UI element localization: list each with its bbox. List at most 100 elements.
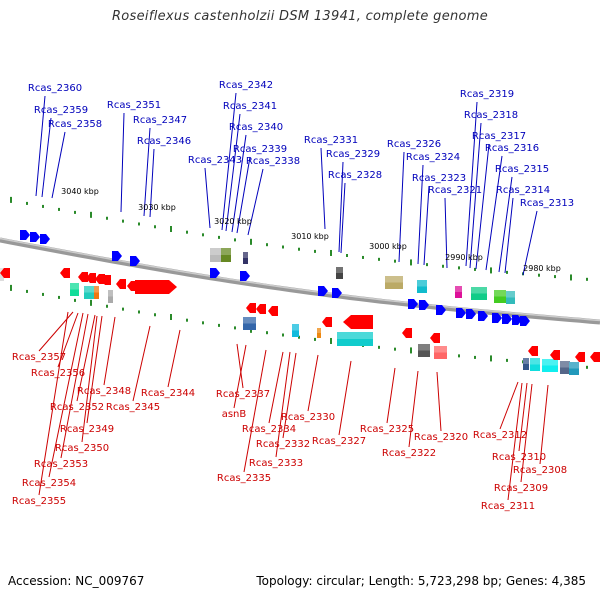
leader-line-bottom xyxy=(132,325,151,402)
tick-mark-top xyxy=(106,216,108,220)
tick-mark-bottom xyxy=(234,326,236,330)
tick-mark-bottom xyxy=(458,354,460,358)
gene-label-top: Rcas_2331 xyxy=(304,135,358,146)
leader-line-bottom xyxy=(48,312,84,478)
tick-mark-top xyxy=(266,243,268,247)
reverse-gene-arrow xyxy=(575,352,585,362)
tick-mark-bottom xyxy=(74,298,76,302)
gene-box-shine xyxy=(560,361,570,368)
gene-label-bottom: Rcas_2349 xyxy=(60,424,114,435)
gene-label-bottom: Rcas_2312 xyxy=(473,430,527,441)
gene-label-top: Rcas_2314 xyxy=(496,185,550,196)
gene-box xyxy=(417,280,427,293)
tick-mark-bottom xyxy=(490,355,492,362)
leader-line-top xyxy=(120,112,125,213)
reverse-gene-arrow xyxy=(127,281,137,291)
leader-line-top xyxy=(417,164,424,265)
tick-marks xyxy=(10,196,588,369)
tick-mark-top xyxy=(170,226,172,233)
tick-mark-bottom xyxy=(26,289,28,293)
leader-line-bottom xyxy=(436,371,442,432)
reverse-gene-arrow xyxy=(246,303,256,313)
gene-label-bottom: Rcas_2355 xyxy=(12,496,66,507)
leader-line-top xyxy=(149,148,155,218)
reverse-gene-arrow xyxy=(590,352,600,362)
tick-mark-top xyxy=(202,233,204,237)
gene-label-top: Rcas_2346 xyxy=(137,136,191,147)
gene-label-top: Rcas_2318 xyxy=(464,110,518,121)
forward-gene-arrow xyxy=(332,288,342,298)
gene-label-top: Rcas_2324 xyxy=(406,152,460,163)
forward-gene-arrow xyxy=(130,256,140,266)
gene-box xyxy=(385,276,403,289)
gene-label-bottom: Rcas_2348 xyxy=(77,386,131,397)
gene-label-bottom: Rcas_2353 xyxy=(34,459,88,470)
leader-line-bottom xyxy=(86,315,103,424)
forward-gene-arrow xyxy=(408,299,418,309)
gene-box-shine xyxy=(210,248,222,255)
tick-mark-top xyxy=(442,264,444,268)
scale-label: 3000 kbp xyxy=(369,242,407,251)
gene-box xyxy=(418,344,430,357)
gene-box xyxy=(94,286,99,299)
gene-box xyxy=(221,248,231,262)
gene-label-top: Rcas_2340 xyxy=(229,122,283,133)
gene-box-shine xyxy=(94,286,99,293)
tick-mark-bottom xyxy=(474,355,476,359)
reverse-gene-arrow xyxy=(256,304,266,314)
tick-mark-top xyxy=(218,235,220,239)
gene-box xyxy=(108,290,113,303)
gene-box xyxy=(292,324,299,337)
forward-gene-arrow xyxy=(502,314,512,324)
reverse-gene-arrow xyxy=(402,328,412,338)
leader-line-top xyxy=(41,117,52,198)
topology-text: Topology: circular; Length: 5,723,298 bp… xyxy=(256,574,586,588)
tick-mark-top xyxy=(362,255,364,259)
tick-mark-top xyxy=(234,238,236,242)
leader-line-bottom xyxy=(408,370,419,448)
gene-box-shine xyxy=(243,317,256,324)
gene-label-bottom: Rcas_2308 xyxy=(513,465,567,476)
tick-mark-bottom xyxy=(506,358,508,362)
gene-label-top: Rcas_2341 xyxy=(223,101,277,112)
leader-line-bottom xyxy=(76,314,96,402)
gene-box-shine xyxy=(523,358,529,364)
scale-label: 3030 kbp xyxy=(138,203,176,212)
tick-mark-top xyxy=(298,247,300,251)
gene-label-top: Rcas_2328 xyxy=(328,170,382,181)
tick-mark-bottom xyxy=(138,310,140,314)
reverse-gene-arrow xyxy=(550,350,560,360)
reverse-gene-arrow xyxy=(430,333,440,343)
gene-box xyxy=(455,286,462,298)
gene-box-shine xyxy=(417,280,427,287)
tick-mark-bottom xyxy=(202,321,204,325)
tick-mark-top xyxy=(506,270,508,274)
reverse-gene-arrow xyxy=(116,279,126,289)
tick-mark-top xyxy=(10,196,12,203)
tick-mark-top xyxy=(314,249,316,253)
backbone-line xyxy=(0,237,600,325)
leader-line-top xyxy=(221,92,237,231)
gene-box-shine xyxy=(317,328,321,333)
gene-box xyxy=(530,358,540,371)
tick-mark-top xyxy=(90,211,92,218)
leader-line-bottom xyxy=(518,382,528,452)
tick-mark-bottom xyxy=(42,292,44,296)
forward-gene-arrow xyxy=(520,316,530,326)
tick-mark-top xyxy=(458,266,460,270)
leader-line-bottom xyxy=(38,311,74,352)
leader-line-bottom xyxy=(275,351,291,458)
tick-mark-bottom xyxy=(266,331,268,335)
forward-gene-arrow xyxy=(40,234,50,244)
gene-box xyxy=(70,283,79,296)
tick-mark-bottom xyxy=(282,333,284,337)
leader-line-bottom xyxy=(60,313,89,459)
gene-box-shine xyxy=(494,290,506,297)
forward-gene-arrow xyxy=(112,251,122,261)
gene-label-top: Rcas_2316 xyxy=(485,143,539,154)
gene-label-top: Rcas_2317 xyxy=(472,131,526,142)
tick-mark-top xyxy=(474,267,476,271)
leader-line-top xyxy=(498,176,513,273)
forward-gene-arrow xyxy=(512,315,522,325)
leader-line-top xyxy=(469,122,482,269)
